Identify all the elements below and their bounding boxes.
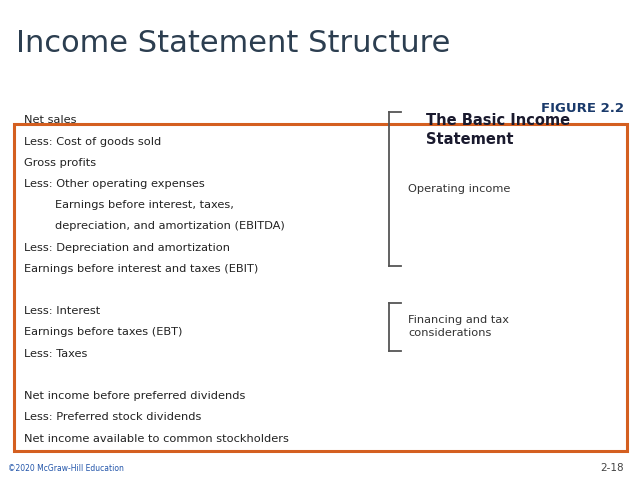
Text: 2-18: 2-18 bbox=[600, 463, 624, 473]
FancyBboxPatch shape bbox=[14, 124, 627, 451]
Text: Income Statement Structure: Income Statement Structure bbox=[16, 29, 451, 58]
Text: Net income before preferred dividends: Net income before preferred dividends bbox=[24, 391, 246, 401]
Text: ©2020 McGraw-Hill Education: ©2020 McGraw-Hill Education bbox=[8, 464, 124, 473]
Text: Gross profits: Gross profits bbox=[24, 158, 97, 168]
Text: Less: Depreciation and amortization: Less: Depreciation and amortization bbox=[24, 242, 230, 252]
Text: Less: Taxes: Less: Taxes bbox=[24, 348, 88, 359]
Text: Net sales: Net sales bbox=[24, 115, 77, 125]
Text: Less: Preferred stock dividends: Less: Preferred stock dividends bbox=[24, 412, 202, 422]
Text: Operating income: Operating income bbox=[408, 184, 511, 193]
Text: Less: Other operating expenses: Less: Other operating expenses bbox=[24, 179, 205, 189]
Text: Earnings before interest and taxes (EBIT): Earnings before interest and taxes (EBIT… bbox=[24, 264, 259, 274]
Text: FIGURE 2.2: FIGURE 2.2 bbox=[541, 102, 624, 115]
Text: Net income available to common stockholders: Net income available to common stockhold… bbox=[24, 433, 289, 444]
Text: The Basic Income
Statement: The Basic Income Statement bbox=[426, 113, 570, 147]
Text: Less: Cost of goods sold: Less: Cost of goods sold bbox=[24, 136, 161, 146]
Text: depreciation, and amortization (EBITDA): depreciation, and amortization (EBITDA) bbox=[55, 221, 285, 231]
Text: Less: Interest: Less: Interest bbox=[24, 306, 100, 316]
Text: Earnings before taxes (EBT): Earnings before taxes (EBT) bbox=[24, 327, 182, 337]
Text: Earnings before interest, taxes,: Earnings before interest, taxes, bbox=[55, 200, 234, 210]
Text: Financing and tax
considerations: Financing and tax considerations bbox=[408, 315, 509, 338]
